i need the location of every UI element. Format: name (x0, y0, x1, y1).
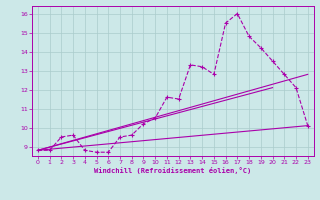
X-axis label: Windchill (Refroidissement éolien,°C): Windchill (Refroidissement éolien,°C) (94, 167, 252, 174)
